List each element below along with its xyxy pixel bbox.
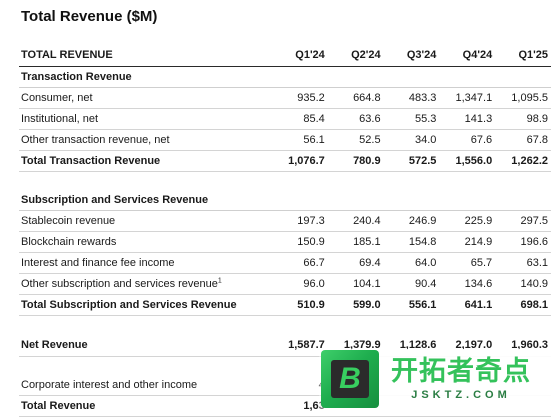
cell-value: 154.8 — [383, 231, 440, 253]
cell-value: 197.3 — [272, 210, 328, 232]
row-label: Total Subscription and Services Revenue — [19, 294, 272, 316]
brand-logo-icon: B — [321, 350, 379, 408]
cell-value: 52.5 — [327, 129, 384, 151]
footnote-marker: 1 — [217, 277, 222, 285]
table-row: Blockchain rewards 150.9 185.1 154.8 214… — [19, 231, 551, 253]
cell-value: 225.9 — [439, 210, 496, 232]
table-row: Interest and finance fee income 66.7 69.… — [19, 252, 551, 274]
column-header: Q2'24 — [327, 44, 384, 67]
table-row: Consumer, net 935.2 664.8 483.3 1,347.1 … — [19, 87, 551, 109]
cell-value: 1,556.0 — [439, 150, 496, 172]
cell-value: 297.5 — [495, 210, 551, 232]
column-header: Q3'24 — [383, 44, 440, 67]
cell-value: 664.8 — [327, 87, 384, 109]
row-label: Net Revenue — [19, 334, 272, 357]
cell-value: 196.6 — [495, 231, 551, 253]
cell-value: 1,262.2 — [495, 150, 551, 172]
watermark: B 开拓者奇点 JSKTZ.COM — [319, 349, 555, 409]
cell-value: 63.1 — [495, 252, 551, 274]
row-label: Other subscription and services revenue1 — [19, 273, 272, 295]
cell-value: 1,095.5 — [495, 87, 551, 109]
brand-logo-letter: B — [339, 362, 361, 395]
section-heading: Subscription and Services Revenue — [19, 190, 551, 211]
table-row: Institutional, net 85.4 63.6 55.3 141.3 … — [19, 108, 551, 130]
row-label: Total Transaction Revenue — [19, 150, 272, 172]
row-label-text: Other subscription and services revenue — [21, 278, 218, 290]
row-label: Interest and finance fee income — [19, 252, 272, 274]
cell-value: 56.1 — [272, 129, 328, 151]
cell-value: 572.5 — [383, 150, 440, 172]
cell-value: 240.4 — [327, 210, 384, 232]
watermark-url: JSKTZ.COM — [411, 389, 511, 401]
watermark-brand-name: 开拓者奇点 — [391, 356, 531, 387]
cell-value: 641.1 — [439, 294, 496, 316]
page-title: Total Revenue ($M) — [21, 8, 158, 25]
row-label: Institutional, net — [19, 108, 272, 130]
cell-value: 1,076.7 — [272, 150, 328, 172]
row-label: Other transaction revenue, net — [19, 129, 272, 151]
row-label: Corporate interest and other income — [19, 375, 272, 396]
row-label: Total Revenue — [19, 395, 272, 417]
cell-value: 67.6 — [439, 129, 496, 151]
column-header: Q1'25 — [495, 44, 551, 67]
cell-value: 98.9 — [495, 108, 551, 130]
cell-value: 64.0 — [383, 252, 440, 274]
table-row: Other transaction revenue, net 56.1 52.5… — [19, 129, 551, 151]
watermark-text: 开拓者奇点 JSKTZ.COM — [391, 356, 531, 402]
cell-value: 104.1 — [327, 273, 384, 295]
cell-value: 698.1 — [495, 294, 551, 316]
cell-value: 599.0 — [327, 294, 384, 316]
cell-value: 510.9 — [272, 294, 328, 316]
cell-value: 63.6 — [327, 108, 384, 130]
cell-value: 214.9 — [439, 231, 496, 253]
column-header: Q1'24 — [272, 44, 328, 67]
section-heading-row: Transaction Revenue — [19, 66, 551, 88]
cell-value: 134.6 — [439, 273, 496, 295]
column-header: Q4'24 — [439, 44, 496, 67]
spacer-row — [19, 316, 551, 335]
cell-value: 67.8 — [495, 129, 551, 151]
cell-value: 150.9 — [272, 231, 328, 253]
total-row: Total Transaction Revenue 1,076.7 780.9 … — [19, 150, 551, 172]
cell-value: 34.0 — [383, 129, 440, 151]
cell-value: 140.9 — [495, 273, 551, 295]
spacer-row — [19, 172, 551, 191]
cell-value: 90.4 — [383, 273, 440, 295]
cell-value: 66.7 — [272, 252, 328, 274]
cell-value: 1,587.7 — [272, 334, 328, 357]
cell-value: 246.9 — [383, 210, 440, 232]
cell-value: 69.4 — [327, 252, 384, 274]
section-heading-row: Subscription and Services Revenue — [19, 190, 551, 211]
cell-value: 935.2 — [272, 87, 328, 109]
row-label: Stablecoin revenue — [19, 210, 272, 232]
total-row: Total Subscription and Services Revenue … — [19, 294, 551, 316]
cell-value: 55.3 — [383, 108, 440, 130]
cell-value: 65.7 — [439, 252, 496, 274]
cell-value: 141.3 — [439, 108, 496, 130]
cell-value: 483.3 — [383, 87, 440, 109]
section-heading: Transaction Revenue — [19, 66, 551, 88]
cell-value: 780.9 — [327, 150, 384, 172]
row-label: Blockchain rewards — [19, 231, 272, 253]
table-row: Stablecoin revenue 197.3 240.4 246.9 225… — [19, 210, 551, 232]
row-label: Consumer, net — [19, 87, 272, 109]
table-header-label: TOTAL REVENUE — [19, 44, 272, 67]
brand-logo-inner: B — [331, 360, 369, 398]
table-header-row: TOTAL REVENUE Q1'24 Q2'24 Q3'24 Q4'24 Q1… — [19, 44, 551, 67]
cell-value: 1,347.1 — [439, 87, 496, 109]
cell-value: 85.4 — [272, 108, 328, 130]
table-row: Other subscription and services revenue1… — [19, 273, 551, 295]
cell-value: 185.1 — [327, 231, 384, 253]
cell-value: 96.0 — [272, 273, 328, 295]
cell-value: 556.1 — [383, 294, 440, 316]
